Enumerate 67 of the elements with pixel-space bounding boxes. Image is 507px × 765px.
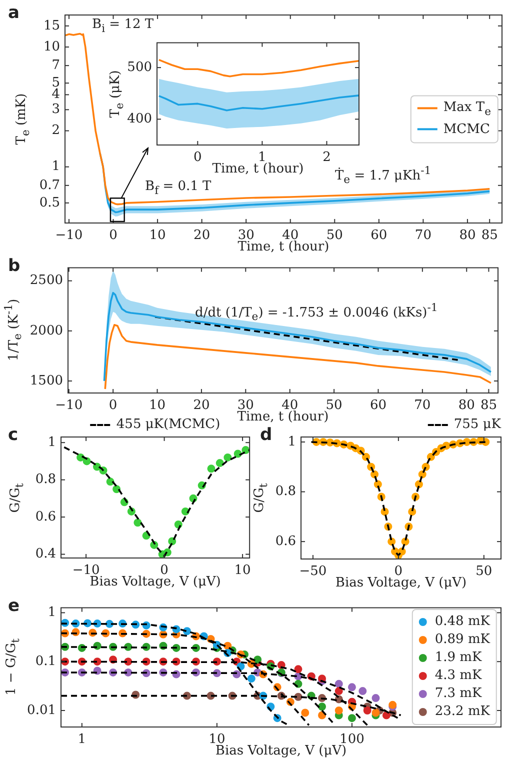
y-tick-label: 2500 <box>30 273 63 288</box>
x-tick-label: 1 <box>78 732 86 748</box>
y-tick-label: 0.6 <box>275 534 296 549</box>
legend-label: 7.3 mK <box>434 686 482 702</box>
x-tick-label: 10 <box>148 398 166 414</box>
x-tick-label: 60 <box>370 398 387 414</box>
x-tick-label: 20 <box>194 228 210 244</box>
chart-title: d <box>260 425 272 445</box>
annotation: Ṫ$_{e}$ = 1.7 μKh$^{-1}$ <box>335 164 432 186</box>
y-tick-label: 0.01 <box>27 702 56 718</box>
annotation: B$_{f}$ = 0.1 T <box>145 179 212 197</box>
x-tick-label: −10 <box>55 228 83 244</box>
chart-title: b <box>8 256 20 276</box>
x-tick-label: 80 <box>458 398 475 414</box>
legend-label: Max T$_{e}$ <box>443 100 491 118</box>
y-tick-label: 0.8 <box>35 472 56 488</box>
x-tick-label: 85 <box>480 398 497 414</box>
legend-label: 0.48 mK <box>434 614 490 630</box>
legend-label: 1.9 mK <box>434 650 482 666</box>
x-tick-label: 70 <box>414 398 431 414</box>
x-tick-label: 85 <box>481 228 498 244</box>
y-tick-label: 0.6 <box>35 509 56 524</box>
x-tick-label: 50 <box>326 228 343 244</box>
x-tick-label: 50 <box>476 564 492 580</box>
x-tick-label: 70 <box>414 228 432 244</box>
x-tick-label: 60 <box>370 228 388 244</box>
y-tick-label: 15 <box>43 18 60 34</box>
x-axis-title: Time, t (hour) <box>212 162 304 176</box>
y-tick-label: 0.1 <box>35 654 56 669</box>
y-tick-label: 3 <box>52 102 60 118</box>
y-tick-label: 0.8 <box>275 484 296 500</box>
x-tick-label: 0 <box>108 398 118 414</box>
x-tick-label: 0 <box>194 150 202 166</box>
legend-label: 4.3 mK <box>434 668 482 684</box>
annotation: d/dt (1/T$_{e}$) = -1.753 ± 0.0046 (kKs)$^{-1}$ <box>195 301 438 323</box>
x-tick-label: 80 <box>459 228 476 244</box>
y-tick-label: 2000 <box>30 323 63 338</box>
chart-title: c <box>8 425 18 445</box>
legend-label: MCMC <box>443 122 490 137</box>
x-tick-label: 10 <box>149 228 166 244</box>
chart-title: e <box>8 596 20 616</box>
y-tick-label: 400 <box>127 112 152 127</box>
y-tick-label: 500 <box>127 60 152 75</box>
chart-title: a <box>8 3 20 23</box>
y-tick-label: 1500 <box>30 373 63 388</box>
x-tick-label: 10 <box>234 563 251 578</box>
x-tick-label: 20 <box>193 398 210 414</box>
x-tick-label: 50 <box>326 398 342 414</box>
y-tick-label: 1 <box>288 434 296 450</box>
y-tick-label: 4 <box>52 87 60 102</box>
x-tick-label: 2 <box>322 150 331 166</box>
x-tick-label: −50 <box>299 564 327 580</box>
y-tick-label: 2 <box>52 123 60 138</box>
legend-label: 23.2 mK <box>434 704 490 720</box>
x-tick-label: −10 <box>55 398 83 414</box>
y-tick-label: 7 <box>52 58 60 73</box>
legend-label: 455 μK(MCMC) <box>116 417 220 432</box>
legend-label: 755 μK <box>454 417 501 432</box>
y-tick-label: 0.5 <box>39 195 60 210</box>
y-tick-label: 0.4 <box>35 546 56 562</box>
legend-label: 0.89 mK <box>434 632 490 648</box>
annotation: B$_{i}$ = 12 T <box>92 17 154 35</box>
y-tick-label: 0.7 <box>39 178 60 193</box>
y-tick-label: 10 <box>43 39 60 54</box>
y-tick-label: 1 <box>48 434 56 450</box>
y-tick-label: 1 <box>48 605 56 620</box>
x-tick-label: 0 <box>109 228 118 244</box>
